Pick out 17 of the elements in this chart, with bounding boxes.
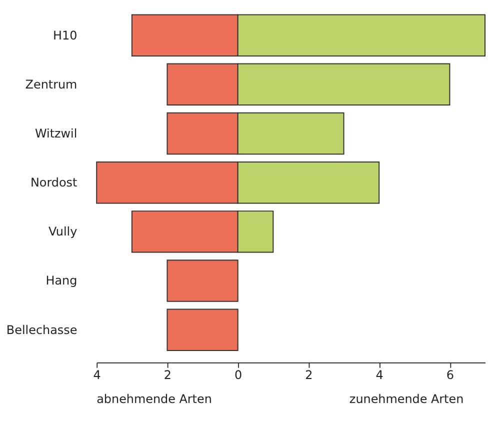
x-tick-label: 4 xyxy=(376,368,384,382)
y-tick-label: Vully xyxy=(48,224,78,239)
text: abnehmende Arten xyxy=(96,392,212,406)
x-tick-label: 4 xyxy=(93,368,101,382)
y-tick-label: H10 xyxy=(53,28,78,42)
text: zunehmende Arten xyxy=(349,392,464,406)
x-tick-label: 6 xyxy=(446,368,454,382)
x-tick-label: 2 xyxy=(164,368,172,382)
y-tick-label: Nordost xyxy=(30,176,78,190)
x-tick-label: 2 xyxy=(305,368,313,382)
y-tick-label: Witzwil xyxy=(34,126,78,140)
y-tick-label: Zentrum xyxy=(25,77,78,92)
bar xyxy=(166,308,238,351)
y-tick-label: Bellechasse xyxy=(6,322,78,337)
bar xyxy=(166,260,238,302)
y-tick-label: Hang xyxy=(46,274,78,288)
x-tick-label: 0 xyxy=(234,368,242,382)
